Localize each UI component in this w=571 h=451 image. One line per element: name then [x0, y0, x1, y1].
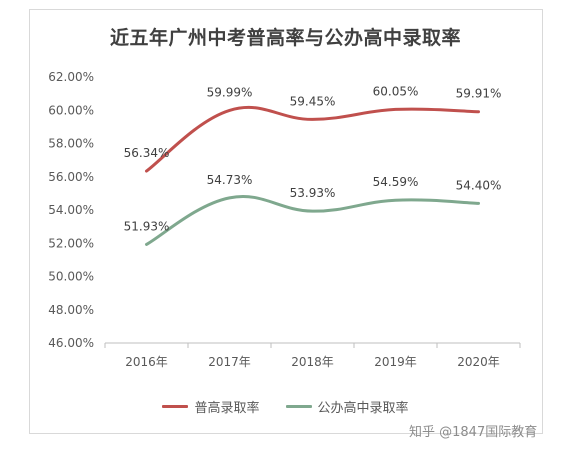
legend-swatch-series-2: [285, 405, 312, 408]
legend-item-series-1: 普高录取率: [162, 397, 260, 416]
x-tick-label: 2017年: [208, 355, 251, 369]
data-label: 54.40%: [456, 178, 502, 192]
y-tick-label: 58.00%: [48, 137, 94, 151]
y-tick-label: 52.00%: [48, 236, 94, 250]
data-label: 59.45%: [290, 94, 336, 108]
x-tick-label: 2019年: [374, 355, 417, 369]
data-label: 59.99%: [207, 85, 253, 99]
y-tick-label: 50.00%: [48, 270, 94, 284]
series-line-1: [145, 105, 480, 173]
y-tick-label: 54.00%: [48, 203, 94, 217]
y-tick-label: 46.00%: [48, 336, 94, 350]
y-tick-label: 60.00%: [48, 103, 94, 117]
x-tick-label: 2016年: [125, 355, 168, 369]
y-tick-label: 62.00%: [48, 70, 94, 84]
chart-legend: 普高录取率 公办高中录取率: [0, 397, 571, 416]
data-label: 54.59%: [373, 175, 419, 189]
x-tick-label: 2020年: [457, 355, 500, 369]
data-label: 53.93%: [290, 186, 336, 200]
data-label: 54.73%: [207, 173, 253, 187]
watermark: 知乎 @1847国际教育: [409, 425, 538, 440]
chart-title: 近五年广州中考普高率与公办高中录取率: [109, 27, 461, 49]
data-label: 60.05%: [373, 84, 419, 98]
y-tick-label: 56.00%: [48, 170, 94, 184]
data-label: 56.34%: [124, 146, 170, 160]
chart-frame: [29, 9, 543, 434]
data-label: 51.93%: [124, 219, 170, 233]
series-line-2: [145, 195, 480, 246]
data-label: 59.91%: [456, 87, 502, 101]
legend-swatch-series-1: [162, 405, 189, 408]
legend-label-series-1: 普高录取率: [194, 401, 260, 416]
y-tick-label: 48.00%: [48, 303, 94, 317]
legend-label-series-2: 公办高中录取率: [317, 401, 409, 416]
x-tick-label: 2018年: [291, 355, 334, 369]
legend-item-series-2: 公办高中录取率: [285, 397, 409, 416]
